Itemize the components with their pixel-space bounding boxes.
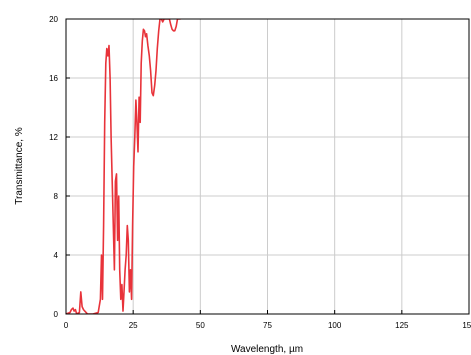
- x-tick-label: 25: [129, 321, 138, 330]
- x-tick-label: 150: [462, 321, 471, 330]
- y-tick-label: 8: [54, 192, 59, 201]
- x-axis-title: Wavelength, µm: [231, 344, 303, 355]
- y-tick-label: 0: [54, 310, 59, 319]
- y-axis-title: Transmittance, %: [14, 127, 25, 205]
- grid-lines: [66, 19, 469, 314]
- x-tick-label: 50: [196, 321, 205, 330]
- x-tick-label: 0: [64, 321, 69, 330]
- y-tick-label: 16: [49, 74, 58, 83]
- y-tick-label: 20: [49, 15, 58, 24]
- y-tick-labels: 0 4 8 12 16 20: [49, 15, 58, 319]
- x-tick-label: 100: [328, 321, 342, 330]
- x-tick-label: 125: [395, 321, 409, 330]
- x-tick-label: 75: [263, 321, 272, 330]
- x-tick-labels: 0 25 50 75 100 125 150: [64, 321, 471, 330]
- y-tick-label: 12: [49, 133, 58, 142]
- tick-marks: [65, 18, 470, 315]
- y-tick-label: 4: [54, 251, 59, 260]
